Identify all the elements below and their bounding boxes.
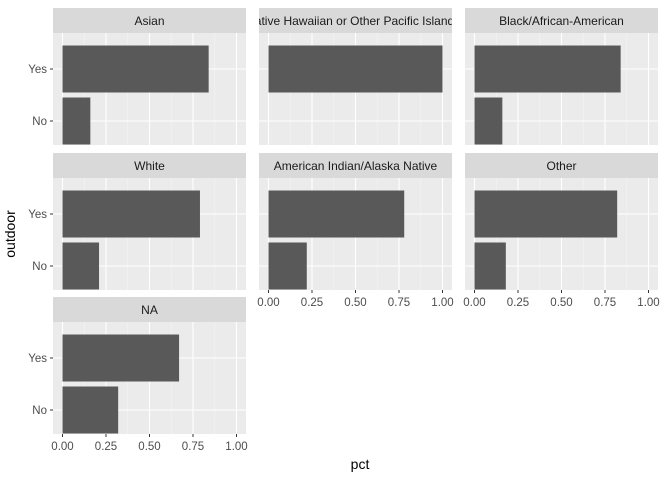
y-tick-label: No [32,116,47,128]
facet-strip-label: Black/African-American [499,14,624,28]
x-tick-label: 0.00 [51,441,73,453]
bar-yes [474,190,618,238]
facet-strip-label: NA [141,303,158,317]
facet-strip-label: Native Hawaiian or Other Pacific Islande… [246,14,465,28]
bar-yes [62,334,180,382]
facet-strip [259,8,452,33]
bar-no [62,386,119,434]
facet-strip [53,297,246,322]
bar-no [62,97,91,145]
x-tick-label: 0.25 [507,297,529,309]
x-tick-label: 0.75 [388,297,410,309]
bar-yes [62,45,209,93]
x-tick-label: 0.25 [301,297,323,309]
facet-strip-label: American Indian/Alaska Native [274,159,438,173]
bar-yes [268,45,443,93]
y-tick-label: No [32,261,47,273]
x-tick-label: 0.50 [138,441,160,453]
y-tick-label: Yes [28,353,47,365]
x-tick-label: 0.25 [95,441,117,453]
facet-strip-label: Asian [134,14,164,28]
x-tick-label: 0.00 [257,297,279,309]
bar-no [474,242,506,290]
facet-strip-label: White [134,159,165,173]
y-axis-title: outdoor [2,210,18,258]
x-tick-label: 0.50 [344,297,366,309]
facet-strip [259,153,452,178]
x-tick-label: 0.00 [463,297,485,309]
x-tick-label: 0.75 [594,297,616,309]
facet-strip-label: Other [546,159,576,173]
x-axis-title: pct [351,456,370,472]
y-tick-label: Yes [28,209,47,221]
x-tick-label: 0.75 [182,441,204,453]
bar-yes [62,190,200,238]
facet-strip [465,153,658,178]
bar-no [268,242,307,290]
x-tick-label: 0.50 [550,297,572,309]
x-tick-label: 1.00 [225,441,247,453]
bar-yes [268,190,405,238]
y-tick-label: No [32,405,47,417]
x-tick-label: 1.00 [637,297,659,309]
facet-strip [465,8,658,33]
bar-no [62,242,100,290]
facet-strip [53,153,246,178]
facet-strip [53,8,246,33]
y-tick-label: Yes [28,64,47,76]
x-tick-label: 1.00 [431,297,453,309]
bar-yes [474,45,621,93]
bar-no [474,97,503,145]
